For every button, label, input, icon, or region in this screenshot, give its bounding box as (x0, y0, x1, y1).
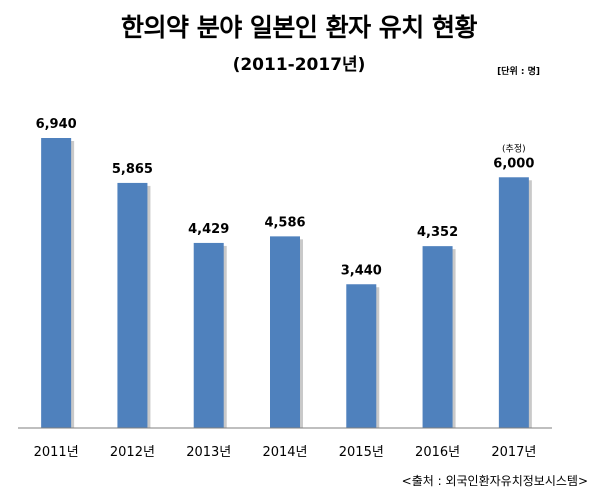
bar (41, 138, 72, 428)
x-tick-label: 2015년 (339, 445, 384, 460)
data-label: 4,352 (417, 225, 458, 240)
bar (422, 246, 453, 428)
chart-title: 한의약 분야 일본인 환자 유치 현황 (120, 13, 478, 42)
bar (193, 242, 224, 428)
bar (270, 236, 300, 428)
data-label: 4,586 (264, 215, 305, 230)
bar (117, 182, 148, 428)
chart-subtitle: (2011-2017년) (232, 55, 366, 75)
x-tick-label: 2016년 (415, 445, 460, 460)
data-label: 3,440 (341, 263, 382, 278)
data-label: 6,000 (493, 156, 534, 171)
x-tick-label: 2014년 (262, 445, 307, 460)
unit-label: [단위 : 명] (497, 67, 540, 77)
x-tick-label: 2011년 (34, 445, 79, 460)
bar (346, 284, 377, 428)
bar (498, 177, 529, 428)
data-label: 4,429 (188, 222, 229, 237)
annotation-label: (추정) (502, 143, 526, 154)
x-tick-label: 2017년 (491, 445, 536, 460)
data-label: 6,940 (36, 117, 77, 132)
data-label: 5,865 (112, 162, 153, 177)
x-tick-label: 2013년 (186, 445, 231, 460)
source-note: <출처 : 외국인환자유치정보시스템> (401, 474, 588, 488)
x-tick-label: 2012년 (110, 445, 155, 460)
